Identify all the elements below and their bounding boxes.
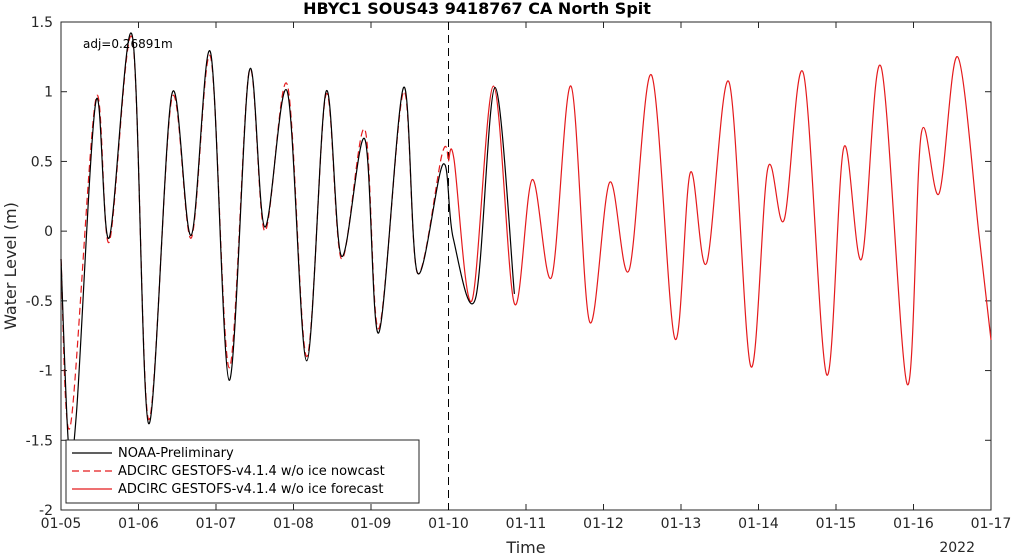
x-axis-title: Time <box>505 538 545 555</box>
x-tick-label: 01-12 <box>583 516 624 532</box>
series-line-forecast <box>447 56 992 386</box>
y-tick-label: 1 <box>44 85 53 101</box>
x-tick-label: 01-16 <box>893 516 934 532</box>
x-tick-label: 01-10 <box>428 516 469 532</box>
y-tick-label: -1 <box>39 364 53 380</box>
y-tick-label: 0 <box>44 224 53 240</box>
y-tick-label: -0.5 <box>26 294 53 310</box>
x-axis-ticks: 01-05 01-06 01-07 01-08 01-09 01-10 01-11 01-12… <box>41 22 1012 532</box>
y-tick-label: -1.5 <box>26 433 53 449</box>
legend: NOAA-Preliminary ADCIRC GESTOFS-v4.1.4 w… <box>65 439 420 504</box>
x-tick-label: 01-17 <box>971 516 1012 532</box>
year-label: 2022 <box>939 540 975 555</box>
x-tick-label: 01-08 <box>273 516 314 532</box>
legend-label-nowcast: ADCIRC GESTOFS-v4.1.4 w/o ice nowcast <box>118 464 385 479</box>
chart-title: HBYC1 SOUS43 9418767 CA North Spit <box>303 0 651 18</box>
x-tick-label: 01-05 <box>41 516 82 532</box>
x-tick-label: 01-14 <box>738 516 779 532</box>
y-axis-ticks: -2 -1.5 -1 -0.5 0 0.5 1 1.5 <box>26 15 991 519</box>
x-tick-label: 01-06 <box>118 516 159 532</box>
adjustment-annotation: adj=0.26891m <box>83 37 173 51</box>
series-lines <box>60 32 992 464</box>
x-tick-label: 01-07 <box>196 516 237 532</box>
legend-label-noaa-preliminary: NOAA-Preliminary <box>118 446 234 461</box>
x-tick-label: 01-11 <box>506 516 547 532</box>
y-tick-label: 0.5 <box>31 154 53 170</box>
x-tick-label: 01-15 <box>816 516 857 532</box>
y-tick-label: -2 <box>39 503 53 519</box>
y-tick-label: 1.5 <box>31 15 53 31</box>
y-axis-title: Water Level (m) <box>1 202 20 330</box>
series-line-noaa-preliminary <box>60 32 515 464</box>
legend-box <box>65 439 420 504</box>
x-tick-label: 01-09 <box>351 516 392 532</box>
x-tick-label: 01-13 <box>661 516 702 532</box>
plot-area <box>60 21 992 511</box>
legend-label-forecast: ADCIRC GESTOFS-v4.1.4 w/o ice forecast <box>118 482 383 497</box>
